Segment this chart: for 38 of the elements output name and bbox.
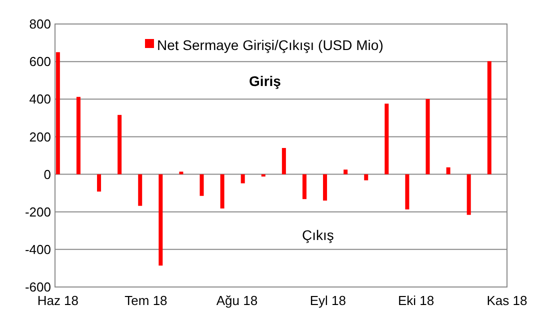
x-tick-label: Tem 18	[124, 293, 168, 308]
y-tick-label: -400	[24, 242, 51, 257]
bar	[200, 174, 204, 196]
y-tick-label: -600	[24, 280, 51, 295]
bar	[179, 172, 184, 174]
bar	[56, 52, 60, 174]
bar	[446, 167, 450, 174]
bar	[240, 174, 245, 184]
x-tick-label: Eyl 18	[310, 293, 346, 308]
x-tick-label: Kas 18	[486, 293, 528, 308]
y-tick-label: -200	[24, 204, 51, 220]
bar	[76, 96, 80, 174]
bar	[426, 98, 430, 174]
bar	[487, 61, 492, 174]
y-tick-label: 800	[29, 16, 51, 32]
x-tick-label: Eki 18	[398, 293, 434, 308]
bar	[405, 174, 410, 210]
bar	[118, 114, 122, 174]
x-tick-label: Ağu 18	[216, 293, 258, 308]
annotation: Giriş	[249, 73, 282, 89]
y-tick-label: 0	[44, 166, 51, 182]
annotation: Çıkış	[302, 227, 334, 243]
bar	[323, 174, 328, 201]
bar	[282, 148, 286, 174]
bar	[466, 174, 471, 215]
x-tick-label: Haz 18	[37, 293, 79, 308]
bar	[364, 174, 368, 180]
bar	[138, 174, 142, 206]
bar	[97, 174, 102, 192]
bar	[220, 174, 224, 208]
bar	[302, 174, 306, 200]
bar	[344, 170, 348, 174]
y-tick-label: 200	[29, 129, 51, 144]
bar	[158, 174, 163, 266]
y-tick-label: 600	[29, 54, 51, 70]
y-tick-label: 400	[29, 92, 51, 107]
bar	[384, 104, 389, 174]
legend-label: Net Sermaye Girişi/Çıkışı (USD Mio)	[157, 36, 384, 53]
